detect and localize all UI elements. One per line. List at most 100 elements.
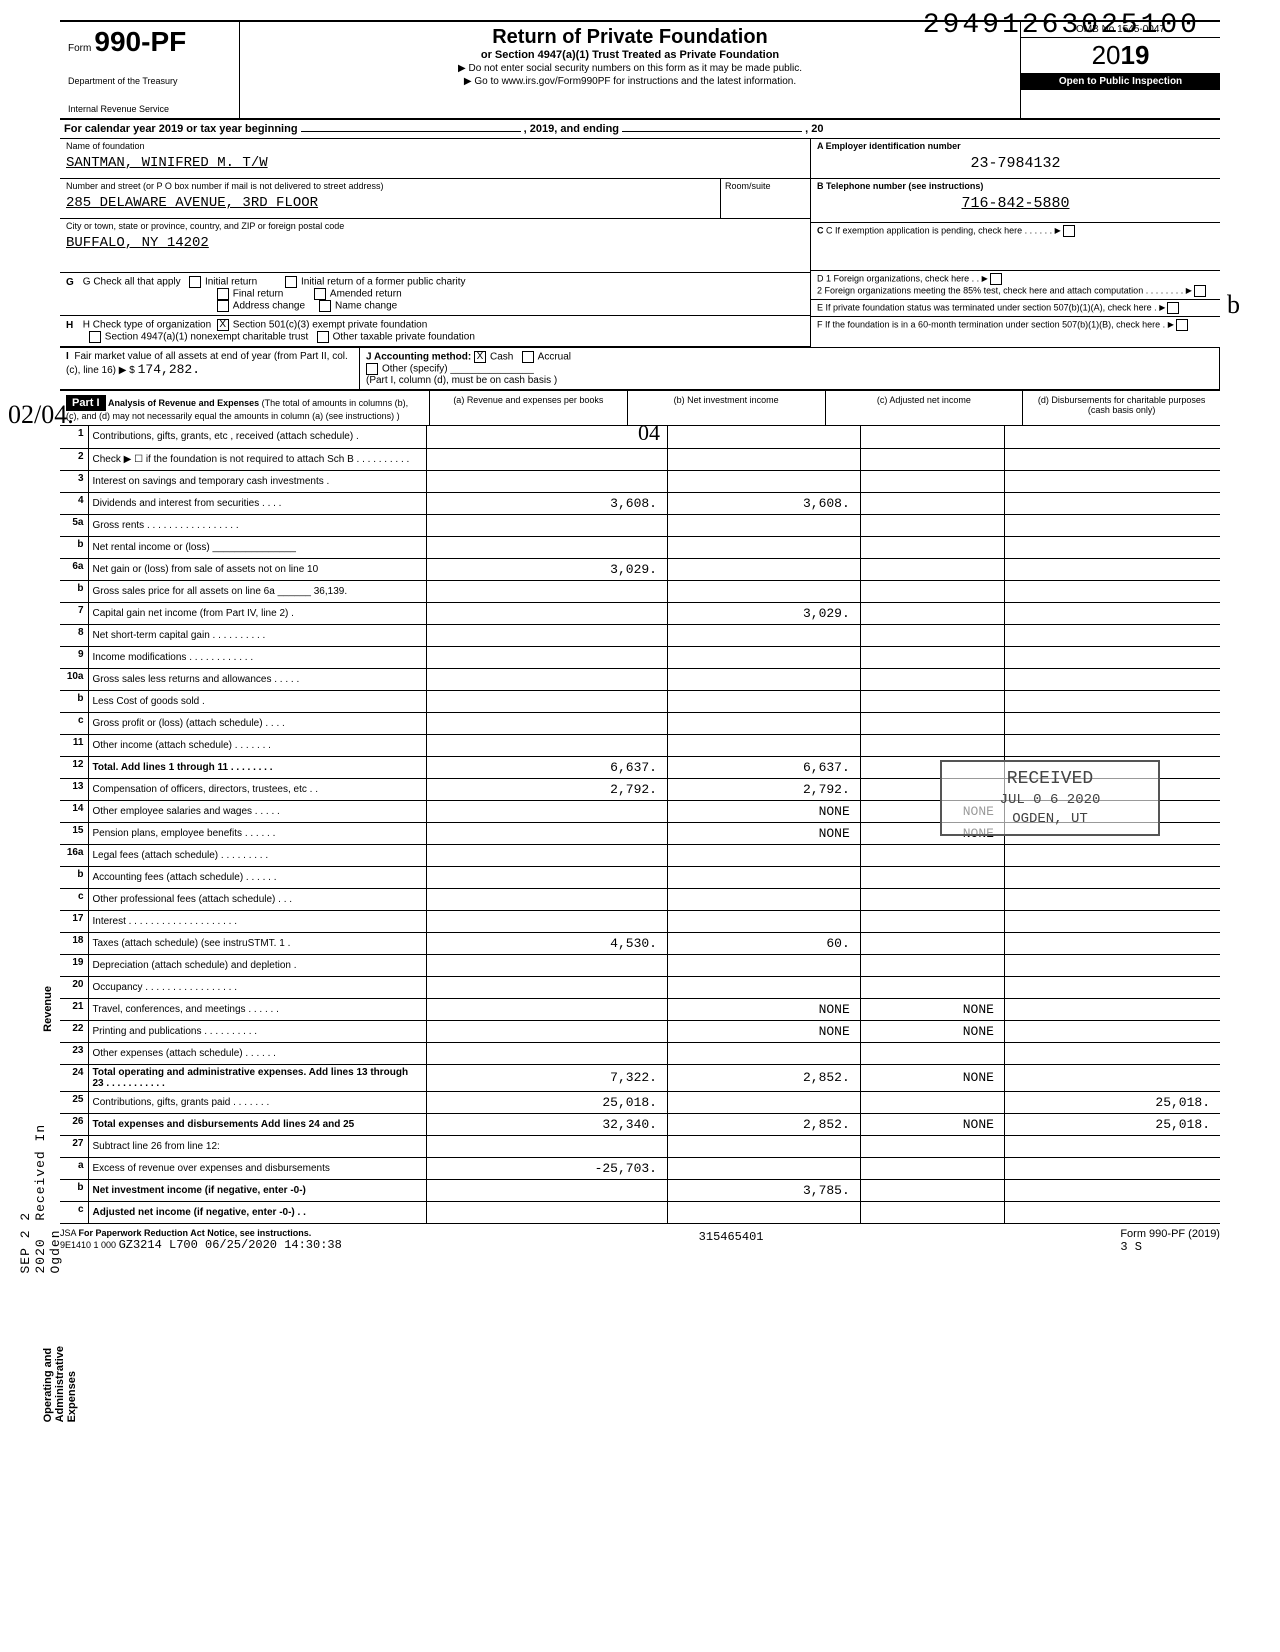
- table-row: 7Capital gain net income (from Part IV, …: [60, 602, 1220, 624]
- chk-terminated[interactable]: [1167, 302, 1179, 314]
- table-row: bNet rental income or (loss) ___________…: [60, 536, 1220, 558]
- col-c-head: (c) Adjusted net income: [826, 391, 1024, 425]
- phone: 716-842-5880: [817, 195, 1214, 212]
- c-label: C If exemption application is pending, c…: [826, 225, 1052, 235]
- addr-label: Number and street (or P O box number if …: [66, 181, 804, 191]
- phone-label: B Telephone number (see instructions): [817, 181, 983, 191]
- chk-initial-former[interactable]: [285, 276, 297, 288]
- d2-label: 2 Foreign organizations meeting the 85% …: [817, 285, 1183, 295]
- fmv-amount: 174,282.: [138, 362, 200, 377]
- chk-name-change[interactable]: [319, 300, 331, 312]
- dln-number: 29491263025100: [923, 10, 1200, 41]
- table-row: bGross sales price for all assets on lin…: [60, 580, 1220, 602]
- chk-accrual[interactable]: [522, 351, 534, 363]
- table-row: cGross profit or (loss) (attach schedule…: [60, 712, 1220, 734]
- chk-amended[interactable]: [314, 288, 326, 300]
- page-footer: JSA For Paperwork Reduction Act Notice, …: [60, 1224, 1220, 1254]
- table-row: 25Contributions, gifts, grants paid . . …: [60, 1091, 1220, 1113]
- tax-year: 2019: [1021, 38, 1220, 73]
- chk-foreign-org[interactable]: [990, 273, 1002, 285]
- chk-address-change[interactable]: [217, 300, 229, 312]
- d1-label: D 1 Foreign organizations, check here . …: [817, 273, 979, 283]
- part1-title: Analysis of Revenue and Expenses: [108, 398, 259, 408]
- open-inspection: Open to Public Inspection: [1021, 73, 1220, 90]
- city-state-zip: BUFFALO, NY 14202: [66, 235, 804, 251]
- table-row: 5aGross rents . . . . . . . . . . . . . …: [60, 514, 1220, 536]
- chk-501c3[interactable]: X: [217, 319, 229, 331]
- footer-mid: 315465401: [699, 1230, 764, 1254]
- street-address: 285 DELAWARE AVENUE, 3RD FLOOR: [66, 195, 804, 211]
- dept-treasury: Department of the Treasury: [68, 76, 231, 86]
- handwriting-1: 02/04.: [8, 400, 74, 430]
- dept-irs: Internal Revenue Service: [68, 104, 231, 114]
- received-ogden-stamp: SEP 2 2 2020 Received In Ogden: [18, 1090, 63, 1274]
- table-row: 9Income modifications . . . . . . . . . …: [60, 646, 1220, 668]
- form-note-ssn: ▶ Do not enter social security numbers o…: [248, 63, 1012, 74]
- e-label: E If private foundation status was termi…: [817, 302, 1157, 312]
- form-title: Return of Private Foundation: [248, 26, 1012, 49]
- pra-notice: For Paperwork Reduction Act Notice, see …: [79, 1228, 312, 1238]
- table-row: 2Check ▶ ☐ if the foundation is not requ…: [60, 448, 1220, 470]
- col-a-head: (a) Revenue and expenses per books: [430, 391, 628, 425]
- cash-basis-note: (Part I, column (d), must be on cash bas…: [366, 375, 557, 386]
- chk-exemption-pending[interactable]: [1063, 225, 1075, 237]
- side-label-operating: Operating and Administrative Expenses: [42, 1346, 78, 1422]
- table-row: aExcess of revenue over expenses and dis…: [60, 1157, 1220, 1179]
- chk-initial-return[interactable]: [189, 276, 201, 288]
- name-label: Name of foundation: [66, 141, 804, 151]
- batch-stamp: GZ3214 L700 06/25/2020 14:30:38: [119, 1238, 342, 1252]
- table-row: 24Total operating and administrative exp…: [60, 1064, 1220, 1091]
- table-row: bNet investment income (if negative, ent…: [60, 1179, 1220, 1201]
- identity-block: Name of foundation SANTMAN, WINIFRED M. …: [60, 139, 1220, 348]
- fmv-accounting-row: I Fair market value of all assets at end…: [60, 348, 1220, 391]
- table-row: 21Travel, conferences, and meetings . . …: [60, 998, 1220, 1020]
- table-row: 3Interest on savings and temporary cash …: [60, 470, 1220, 492]
- table-row: 23Other expenses (attach schedule) . . .…: [60, 1042, 1220, 1064]
- footer-tail: 3 S: [1120, 1240, 1142, 1254]
- table-row: 8Net short-term capital gain . . . . . .…: [60, 624, 1220, 646]
- table-row: 20Occupancy . . . . . . . . . . . . . . …: [60, 976, 1220, 998]
- form-subtitle: or Section 4947(a)(1) Trust Treated as P…: [248, 49, 1012, 61]
- chk-4947a1[interactable]: [89, 331, 101, 343]
- f-label: F If the foundation is in a 60-month ter…: [817, 319, 1165, 329]
- line-g: G G Check all that apply Initial return …: [60, 273, 810, 316]
- table-row: 22Printing and publications . . . . . . …: [60, 1020, 1220, 1042]
- city-label: City or town, state or province, country…: [66, 221, 804, 231]
- handwriting-2: b: [1227, 290, 1240, 320]
- received-stamp: RECEIVED JUL 0 6 2020 OGDEN, UT: [940, 760, 1160, 836]
- chk-85pct[interactable]: [1194, 285, 1206, 297]
- table-row: bLess Cost of goods sold .: [60, 690, 1220, 712]
- chk-other-method[interactable]: [366, 363, 378, 375]
- calendar-year-row: For calendar year 2019 or tax year begin…: [60, 120, 1220, 139]
- table-row: 10aGross sales less returns and allowanc…: [60, 668, 1220, 690]
- table-row: cAdjusted net income (if negative, enter…: [60, 1201, 1220, 1223]
- table-row: 26Total expenses and disbursements Add l…: [60, 1113, 1220, 1135]
- chk-final-return[interactable]: [217, 288, 229, 300]
- chk-other-taxable[interactable]: [317, 331, 329, 343]
- footer-form: Form 990-PF (2019): [1120, 1228, 1220, 1240]
- table-row: 16aLegal fees (attach schedule) . . . . …: [60, 844, 1220, 866]
- table-row: 27Subtract line 26 from line 12:: [60, 1135, 1220, 1157]
- table-row: bAccounting fees (attach schedule) . . .…: [60, 866, 1220, 888]
- side-label-revenue: Revenue: [42, 986, 54, 1032]
- line-h: H H Check type of organization XSection …: [60, 316, 810, 347]
- table-row: 19Depreciation (attach schedule) and dep…: [60, 954, 1220, 976]
- footer-code: 9E1410 1 000: [60, 1240, 116, 1250]
- table-row: 6aNet gain or (loss) from sale of assets…: [60, 558, 1220, 580]
- room-label: Room/suite: [725, 181, 771, 191]
- form-prefix: Form: [68, 43, 91, 54]
- table-row: 17Interest . . . . . . . . . . . . . . .…: [60, 910, 1220, 932]
- table-row: 18Taxes (attach schedule) (see instruSTM…: [60, 932, 1220, 954]
- ein: 23-7984132: [817, 155, 1214, 172]
- ein-label: A Employer identification number: [817, 141, 961, 151]
- handwriting-3: 04: [638, 420, 660, 446]
- col-d-head: (d) Disbursements for charitable purpose…: [1023, 391, 1220, 425]
- table-row: 11Other income (attach schedule) . . . .…: [60, 734, 1220, 756]
- chk-cash[interactable]: X: [474, 351, 486, 363]
- form-note-url: ▶ Go to www.irs.gov/Form990PF for instru…: [248, 76, 1012, 87]
- chk-60month[interactable]: [1176, 319, 1188, 331]
- table-row: cOther professional fees (attach schedul…: [60, 888, 1220, 910]
- foundation-name: SANTMAN, WINIFRED M. T/W: [66, 155, 804, 171]
- form-number: 990-PF: [94, 26, 186, 57]
- table-row: 4Dividends and interest from securities …: [60, 492, 1220, 514]
